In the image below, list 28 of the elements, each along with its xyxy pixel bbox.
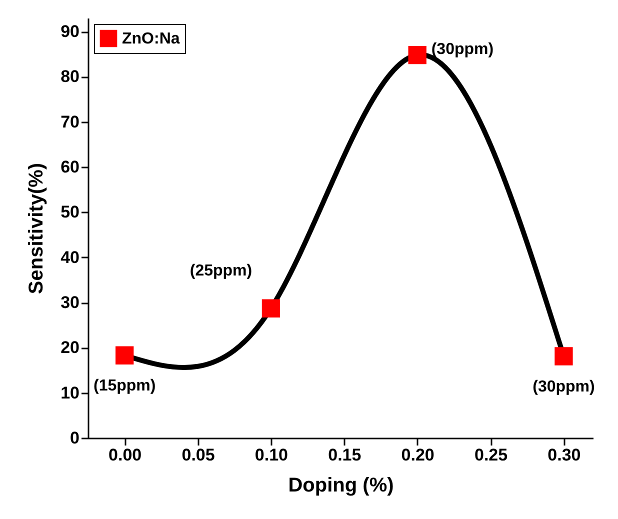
annotation: (30ppm) <box>431 41 494 58</box>
y-tick-label: 80 <box>60 67 80 86</box>
annotation: (15ppm) <box>93 377 156 394</box>
point <box>262 299 280 318</box>
x-tick-label: 0.30 <box>548 446 581 464</box>
x-tick-label: 0.20 <box>401 446 434 464</box>
y-tick-label: 20 <box>60 338 80 358</box>
x-tick-label: 0.25 <box>474 446 508 464</box>
x-tick-label: 0.05 <box>182 446 215 464</box>
y-tick-label: 60 <box>60 158 80 177</box>
y-tick-label: 40 <box>60 248 80 267</box>
point <box>554 347 573 366</box>
point <box>408 46 426 64</box>
y-tick-label: 10 <box>60 383 80 402</box>
annotation: (25ppm) <box>190 262 252 280</box>
y-tick-label: 70 <box>60 112 80 132</box>
x-tick-label: 0.15 <box>328 446 362 464</box>
annotation: (30ppm) <box>532 378 595 396</box>
y-tick-label: 90 <box>60 22 80 42</box>
x-axis-title: Doping (%) <box>288 474 394 496</box>
y-tick-label: 50 <box>60 202 80 222</box>
x-tick-label: 0.00 <box>108 446 142 464</box>
legend-label: ZnO:Na <box>122 30 180 48</box>
y-tick-label: 0 <box>70 428 80 448</box>
x-tick-label: 0.10 <box>254 446 288 464</box>
point <box>116 346 134 364</box>
y-tick-label: 30 <box>60 293 80 312</box>
y-axis-title: Sensitivity(%) <box>26 162 48 294</box>
